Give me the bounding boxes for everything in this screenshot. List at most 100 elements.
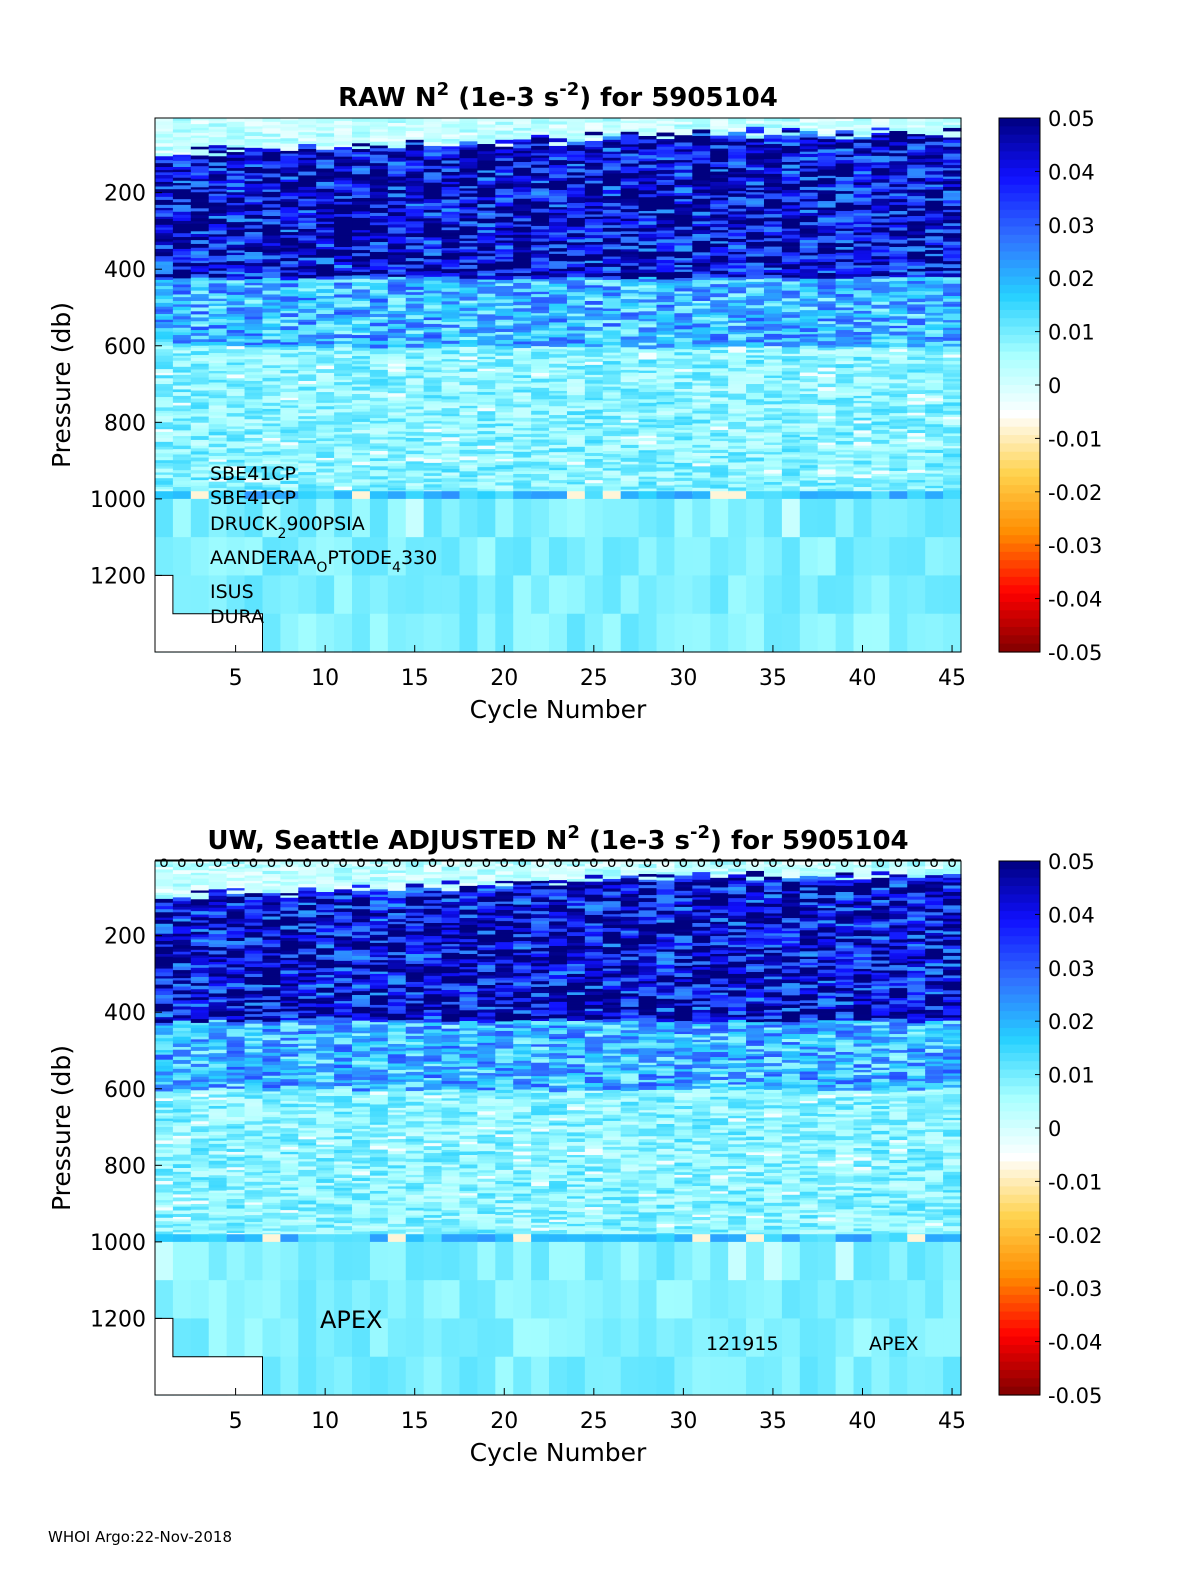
heatmap-cell — [531, 421, 550, 425]
heatmap-cell — [781, 380, 801, 385]
heatmap-cell — [155, 358, 174, 363]
heatmap-cell — [352, 250, 371, 254]
heatmap-cell — [746, 296, 765, 301]
heatmap-cell — [674, 425, 693, 429]
heatmap-cell — [226, 423, 246, 428]
heatmap-cell — [692, 361, 711, 366]
heatmap-cell — [799, 153, 819, 158]
heatmap-cell — [566, 242, 586, 246]
heatmap-cell — [459, 168, 478, 173]
heatmap-cell — [172, 360, 192, 364]
heatmap-cell — [334, 168, 353, 173]
heatmap-cell — [477, 475, 496, 480]
heatmap-cell — [280, 360, 299, 366]
heatmap-cell — [334, 192, 353, 197]
heatmap-cell — [566, 392, 586, 396]
heatmap-cell — [781, 118, 801, 123]
heatmap-cell — [638, 151, 658, 156]
heatmap-cell — [817, 258, 837, 263]
heatmap-cell — [549, 171, 568, 175]
heatmap-cell — [244, 478, 264, 484]
heatmap-cell — [817, 278, 837, 283]
heatmap-cell — [441, 259, 461, 265]
heatmap-cell — [208, 325, 228, 330]
heatmap-cell — [334, 251, 353, 257]
heatmap-cell — [226, 164, 246, 169]
heatmap-cell — [172, 278, 192, 283]
heatmap-cell — [584, 432, 604, 437]
heatmap-cell — [692, 426, 711, 431]
heatmap-cell — [190, 271, 210, 275]
heatmap-cell — [584, 340, 604, 345]
heatmap-cell — [728, 377, 747, 382]
heatmap-cell — [692, 405, 711, 410]
heatmap-cell — [423, 246, 443, 250]
heatmap-cell — [495, 372, 514, 377]
heatmap-cell — [495, 209, 514, 214]
heatmap-cell — [781, 261, 801, 265]
heatmap-cell — [244, 321, 264, 325]
heatmap-cell — [620, 166, 640, 172]
heatmap-cell — [728, 127, 747, 133]
heatmap-cell — [405, 391, 425, 395]
heatmap-cell — [352, 191, 371, 196]
heatmap-cell — [155, 274, 174, 278]
heatmap-cell — [692, 155, 711, 159]
heatmap-cell — [799, 212, 819, 217]
heatmap-cell — [835, 148, 855, 152]
heatmap-cell — [799, 207, 819, 211]
heatmap-cell — [584, 225, 604, 229]
heatmap-cell — [298, 468, 317, 473]
heatmap-cell — [334, 201, 353, 206]
heatmap-cell — [280, 338, 299, 343]
heatmap-cell — [459, 411, 478, 416]
heatmap-cell — [155, 491, 174, 500]
heatmap-cell — [155, 264, 174, 269]
heatmap-cell — [781, 439, 801, 444]
heatmap-cell — [549, 294, 568, 299]
heatmap-cell — [477, 204, 496, 209]
heatmap-cell — [459, 162, 478, 167]
heatmap-cell — [763, 272, 783, 276]
heatmap-cell — [763, 196, 783, 200]
heatmap-cell — [566, 211, 586, 216]
heatmap-cell — [566, 434, 586, 439]
heatmap-cell — [835, 397, 855, 402]
heatmap-cell — [280, 445, 299, 450]
heatmap-cell — [710, 484, 729, 490]
heatmap-cell — [369, 179, 389, 184]
heatmap-cell — [280, 169, 299, 174]
heatmap-cell — [441, 356, 461, 360]
heatmap-cell — [513, 613, 532, 653]
heatmap-cell — [155, 286, 174, 290]
heatmap-cell — [405, 121, 425, 126]
heatmap-cell — [172, 262, 192, 268]
heatmap-cell — [656, 136, 676, 140]
heatmap-cell — [584, 351, 604, 355]
heatmap-cell — [423, 327, 443, 330]
heatmap-cell — [334, 354, 353, 359]
heatmap-cell — [208, 373, 228, 378]
heatmap-cell — [369, 423, 389, 427]
heatmap-cell — [656, 307, 676, 312]
heatmap-cell — [638, 382, 658, 386]
heatmap-cell — [763, 193, 783, 197]
heatmap-cell — [692, 208, 711, 213]
heatmap-cell — [620, 176, 640, 180]
heatmap-cell — [710, 413, 729, 418]
heatmap-cell — [459, 399, 478, 404]
heatmap-cell — [513, 451, 532, 456]
heatmap-cell — [352, 217, 371, 222]
heatmap-cell — [298, 286, 317, 289]
heatmap-cell — [799, 352, 819, 357]
heatmap-cell — [674, 146, 693, 150]
heatmap-cell — [387, 454, 407, 459]
heatmap-cell — [280, 424, 299, 428]
heatmap-cell — [835, 319, 855, 323]
heatmap-cell — [584, 428, 604, 434]
heatmap-cell — [656, 230, 676, 234]
heatmap-cell — [369, 331, 389, 336]
heatmap-cell — [316, 123, 335, 128]
heatmap-cell — [513, 485, 532, 490]
heatmap-cell — [710, 232, 729, 237]
